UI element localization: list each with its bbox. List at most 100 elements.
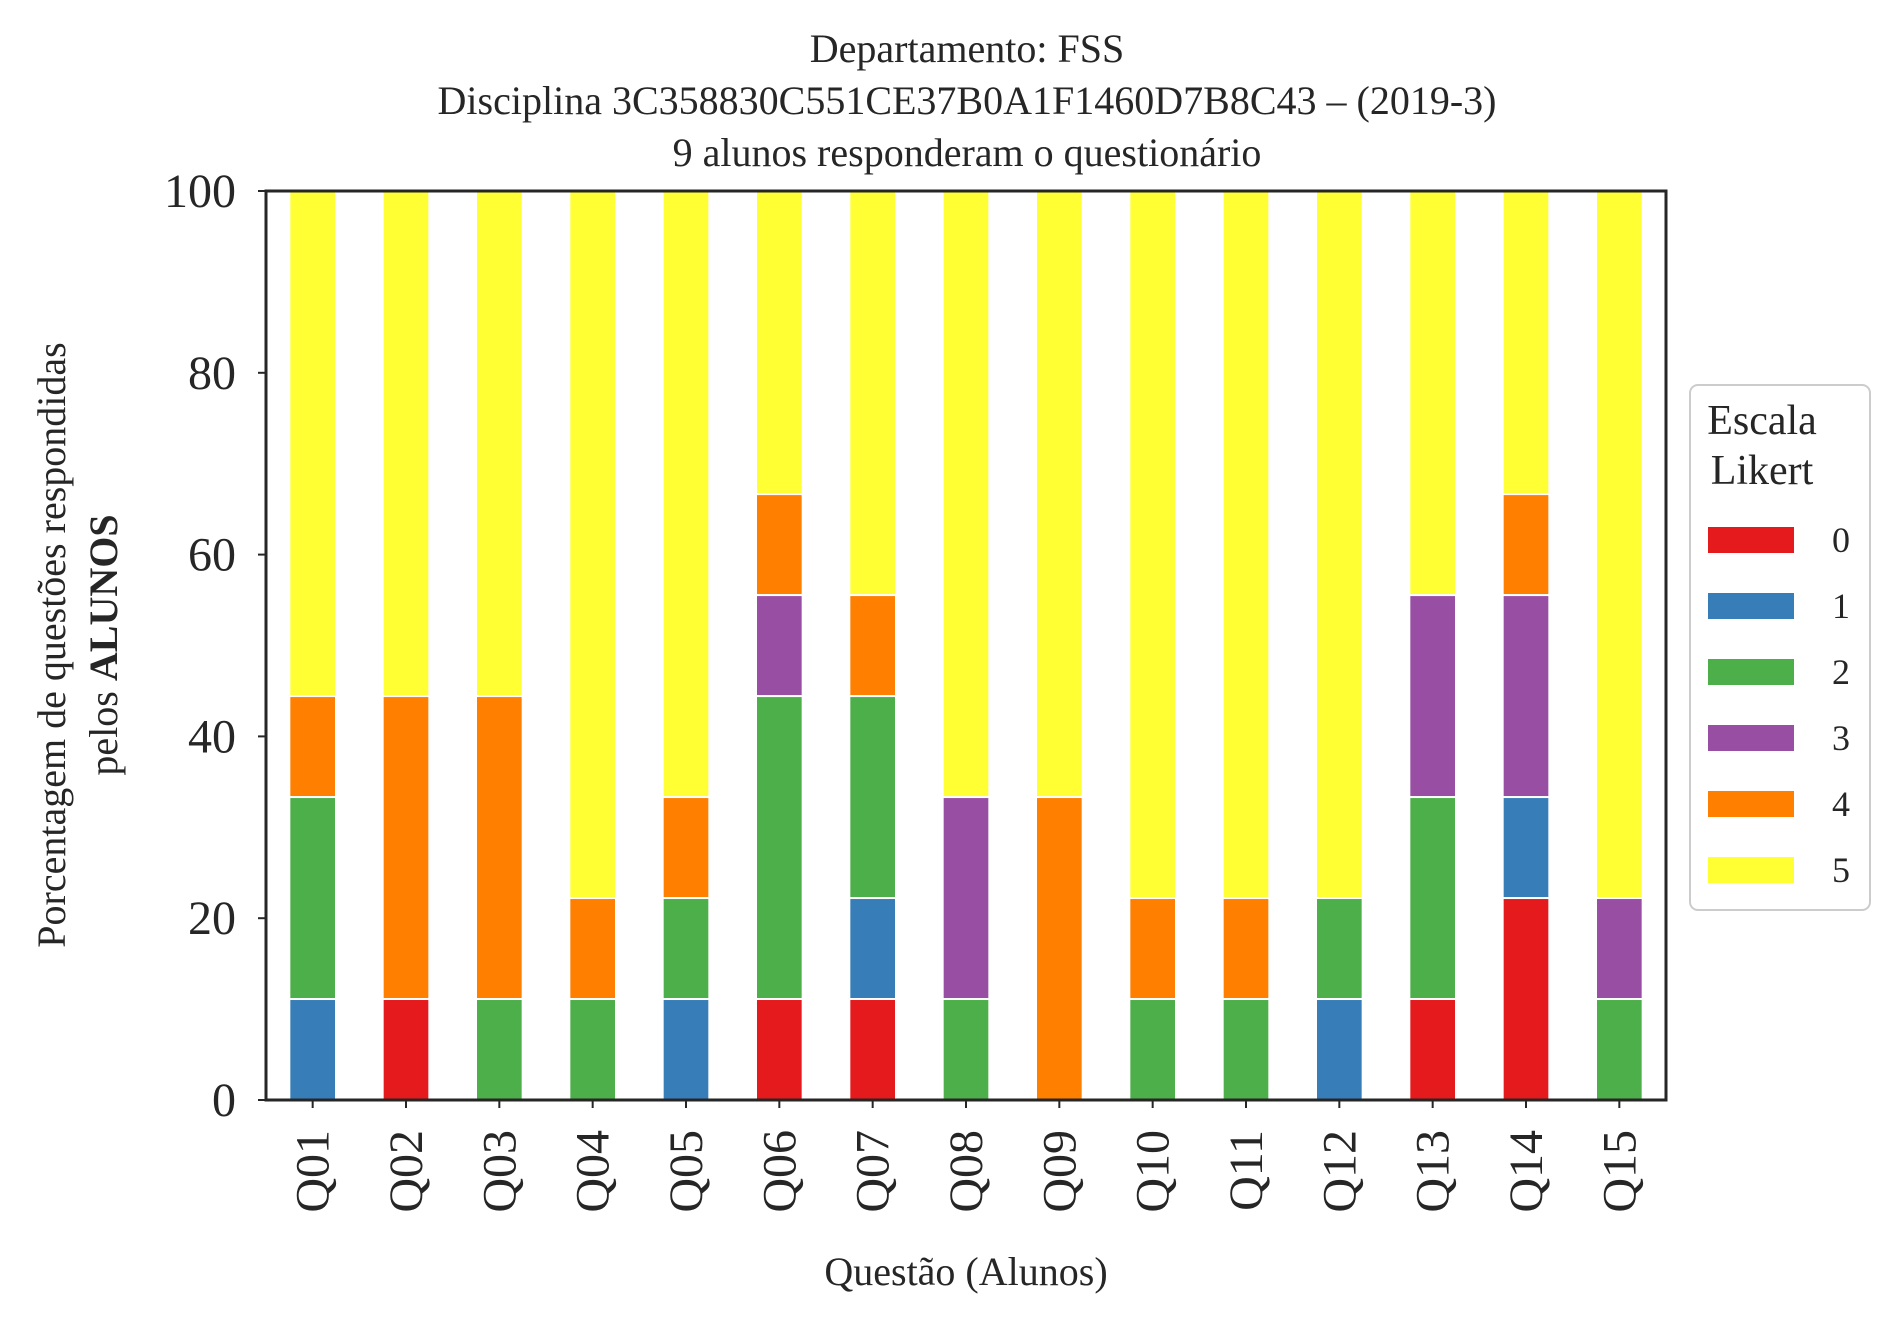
bar-Q11-likert-4 (1221, 897, 1271, 1001)
legend-label-2: 2 (1832, 652, 1850, 692)
x-tick-label: Q02 (380, 1130, 433, 1213)
bar-Q04-likert-2 (568, 998, 617, 1101)
x-tick-label: Q08 (940, 1130, 993, 1213)
bar-Q05-likert-4 (661, 796, 711, 900)
x-tick-label: Q15 (1593, 1130, 1646, 1213)
legend-swatch-2 (1708, 659, 1794, 685)
bar-Q12-likert-2 (1315, 897, 1364, 1001)
bar-Q09-likert-4 (1035, 796, 1084, 1101)
x-tick-label: Q12 (1313, 1130, 1366, 1213)
legend-title-line-2: Likert (1711, 448, 1814, 494)
bar-Q08-likert-2 (941, 998, 991, 1101)
bar-Q11-likert-2 (1221, 998, 1271, 1101)
bar-Q14-likert-0 (1501, 897, 1551, 1101)
y-tick-label: 60 (188, 529, 236, 582)
legend-swatch-4 (1708, 791, 1794, 817)
chart-subtitle-line-1: Disciplina 3C358830C551CE37B0A1F1460D7B8… (438, 78, 1497, 123)
x-tick-label: Q04 (567, 1130, 620, 1213)
bar-Q01-likert-5 (288, 190, 338, 698)
bar-Q06-likert-2 (755, 695, 804, 1001)
y-ticks-group: 0 20 40 60 80 100 (164, 165, 266, 1127)
y-axis-label-line-1: Porcentagem de questões respondidas (29, 342, 74, 947)
bar-Q14-likert-4 (1501, 493, 1551, 597)
legend-swatch-1 (1708, 593, 1794, 619)
bar-Q07-likert-0 (848, 998, 897, 1101)
bars-group (288, 190, 1644, 1101)
bar-Q05-likert-2 (661, 897, 711, 1001)
bar-Q05-likert-1 (661, 998, 711, 1101)
y-axis-label-prefix: pelos (81, 681, 126, 775)
x-tick-label: Q03 (473, 1130, 526, 1213)
y-axis-label-line-2: pelos ALUNOS (81, 514, 126, 775)
legend-swatch-0 (1708, 527, 1794, 553)
chart-subtitle-line-2: 9 alunos responderam o questionário (673, 130, 1262, 175)
bar-Q11-likert-5 (1221, 190, 1271, 900)
bar-Q03-likert-4 (475, 695, 524, 1001)
x-tick-label: Q11 (1220, 1130, 1273, 1211)
legend-items: 0 1 2 3 4 5 (1708, 520, 1850, 890)
y-tick-label: 80 (188, 347, 236, 400)
x-tick-label: Q01 (287, 1130, 340, 1213)
bar-Q01-likert-4 (288, 695, 338, 799)
bar-Q13-likert-3 (1408, 594, 1458, 799)
bar-Q05-likert-5 (661, 190, 711, 799)
bar-Q12-likert-5 (1315, 190, 1364, 900)
legend-title-line-1: Escala (1707, 398, 1817, 444)
y-tick-label: 40 (188, 710, 236, 763)
bar-Q07-likert-4 (848, 594, 897, 698)
bar-Q06-likert-4 (755, 493, 804, 597)
x-tick-label: Q14 (1500, 1130, 1553, 1213)
x-tick-label: Q13 (1407, 1130, 1460, 1213)
bar-Q02-likert-0 (381, 998, 431, 1101)
bar-Q01-likert-1 (288, 998, 338, 1101)
bar-Q14-likert-5 (1501, 190, 1551, 496)
x-tick-label: Q10 (1127, 1130, 1180, 1213)
bar-Q06-likert-0 (755, 998, 804, 1101)
bar-Q10-likert-5 (1128, 190, 1178, 900)
legend-swatch-5 (1708, 857, 1794, 883)
plot-frame (264, 189, 1668, 1102)
bar-Q08-likert-3 (941, 796, 991, 1001)
bar-Q02-likert-5 (381, 190, 431, 698)
bar-Q15-likert-3 (1595, 897, 1644, 1001)
bar-Q02-likert-4 (381, 695, 431, 1001)
bar-Q07-likert-1 (848, 897, 897, 1001)
legend-swatch-3 (1708, 725, 1794, 751)
x-tick-label: Q07 (847, 1130, 900, 1213)
chart-title: Departamento: FSS Disciplina 3C358830C55… (438, 26, 1497, 175)
x-axis-label: Questão (Alunos) (824, 1249, 1107, 1294)
legend: Escala Likert 0 1 2 3 4 5 (1689, 384, 1871, 911)
bar-Q15-likert-2 (1595, 998, 1644, 1101)
bar-Q04-likert-4 (568, 897, 617, 1001)
bar-Q04-likert-5 (568, 190, 617, 900)
bar-Q13-likert-2 (1408, 796, 1458, 1001)
legend-label-5: 5 (1832, 850, 1850, 890)
bar-Q07-likert-2 (848, 695, 897, 900)
x-tick-label: Q09 (1033, 1130, 1086, 1213)
bar-Q13-likert-5 (1408, 190, 1458, 597)
bar-Q03-likert-5 (475, 190, 524, 698)
bar-Q06-likert-5 (755, 190, 804, 496)
legend-label-0: 0 (1832, 520, 1850, 560)
x-tick-label: Q06 (753, 1130, 806, 1213)
y-axis-label: Porcentagem de questões respondidas pelo… (29, 342, 126, 947)
bar-Q08-likert-5 (941, 190, 991, 799)
y-axis-label-bold: ALUNOS (81, 514, 126, 681)
bar-Q10-likert-4 (1128, 897, 1178, 1001)
bar-Q14-likert-3 (1501, 594, 1551, 799)
y-tick-label: 100 (164, 165, 236, 218)
y-tick-label: 20 (188, 892, 236, 945)
legend-label-4: 4 (1832, 784, 1850, 824)
bar-Q09-likert-5 (1035, 190, 1084, 799)
bar-Q03-likert-2 (475, 998, 524, 1101)
bar-Q15-likert-5 (1595, 190, 1644, 900)
bar-Q01-likert-2 (288, 796, 338, 1001)
x-ticks-group: Q01 Q02 Q03 Q04 Q05 Q06 Q07 Q08 Q09 Q10 Q11 Q12 Q13 Q… (287, 1100, 1646, 1213)
bar-Q14-likert-1 (1501, 796, 1551, 900)
bar-Q07-likert-5 (848, 190, 897, 597)
bar-Q13-likert-0 (1408, 998, 1458, 1101)
chart-title-line-1: Departamento: FSS (810, 26, 1124, 71)
legend-frame (1689, 384, 1871, 911)
bar-Q12-likert-1 (1315, 998, 1364, 1101)
